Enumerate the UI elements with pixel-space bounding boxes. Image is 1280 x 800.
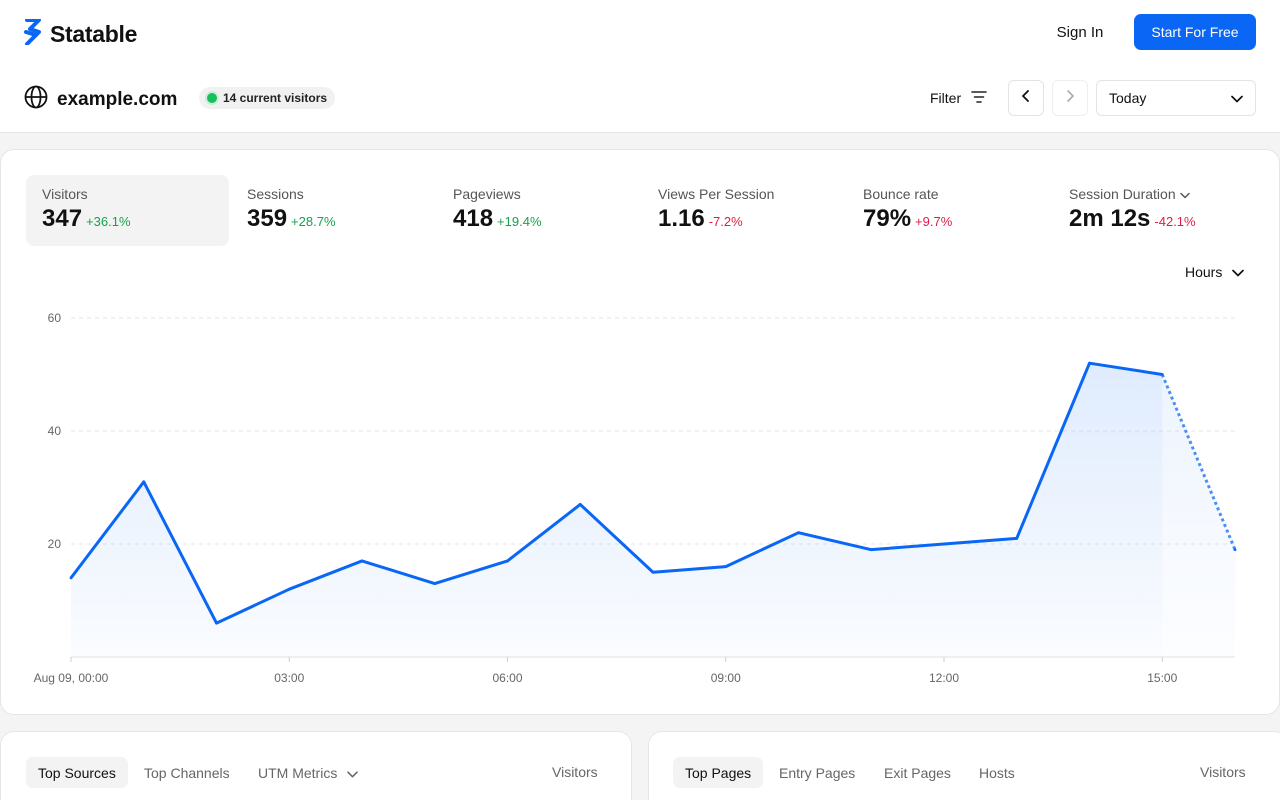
brand-name: Statable	[50, 21, 138, 47]
y-tick-label: 40	[48, 424, 62, 438]
metric-value: 418	[453, 205, 494, 232]
metric-value: 1.16	[658, 205, 705, 232]
filter-label: Filter	[930, 90, 962, 106]
data-point[interactable]	[651, 570, 655, 574]
live-visitors-text: 14 current visitors	[223, 91, 328, 105]
live-dot-icon	[207, 93, 217, 103]
x-tick-label: Aug 09, 00:00	[34, 671, 109, 685]
start-for-free-button[interactable]: Start For Free	[1134, 14, 1256, 50]
chevron-down-icon	[1232, 264, 1245, 280]
metric-visitors[interactable]: Visitors 347 +36.1%	[26, 175, 229, 246]
data-point[interactable]	[506, 559, 509, 563]
metric-value: 347	[42, 205, 83, 232]
granularity-select[interactable]: Hours	[1185, 264, 1245, 280]
data-point[interactable]	[724, 565, 728, 568]
data-point[interactable]	[1088, 361, 1091, 365]
chevron-down-icon[interactable]	[1179, 186, 1190, 202]
area-fill	[71, 363, 1163, 657]
tab-top-pages[interactable]: Top Pages	[673, 757, 764, 788]
site-domain: example.com	[57, 88, 178, 110]
data-point[interactable]	[69, 576, 73, 580]
data-point[interactable]	[287, 587, 291, 591]
data-point[interactable]	[433, 582, 437, 585]
metric-delta: +9.7%	[915, 214, 953, 229]
metric-delta: +19.4%	[497, 214, 542, 229]
chevron-down-icon	[347, 765, 359, 781]
metric-label: Visitors	[42, 186, 88, 202]
tab-top-channels[interactable]: Top Channels	[144, 764, 230, 781]
chevron-right-icon	[1065, 89, 1075, 107]
metric-bounce-rate[interactable]: Bounce rate 79% +9.7%	[847, 175, 1050, 246]
date-range-value: Today	[1109, 90, 1147, 106]
x-tick-label: 03:00	[274, 671, 304, 685]
metric-delta: +36.1%	[86, 214, 131, 229]
visitors-column-header[interactable]: Visitors	[552, 764, 598, 780]
brand-logo[interactable]: Statable	[24, 18, 138, 50]
x-tick-label: 15:00	[1147, 671, 1177, 685]
globe-icon	[24, 85, 48, 114]
tab-utm-metrics-label: UTM Metrics	[258, 764, 338, 781]
site-selector[interactable]: example.com	[24, 85, 177, 114]
data-point[interactable]	[797, 531, 800, 535]
metric-value: 79%	[863, 205, 912, 232]
visitors-chart[interactable]: 20 40 60 Aug 09, 00:00 03:00 06:00 09:00 12:00…	[1, 150, 1279, 714]
series-line-incomplete	[1160, 373, 1237, 551]
date-range-select[interactable]: Today	[1096, 80, 1256, 116]
metric-value: 2m 12s	[1069, 205, 1151, 232]
data-point[interactable]	[942, 542, 946, 546]
visitors-column-header[interactable]: Visitors	[1200, 764, 1246, 780]
metric-pageviews[interactable]: Pageviews 418 +19.4%	[437, 175, 640, 246]
metric-label: Bounce rate	[863, 186, 939, 202]
data-point[interactable]	[869, 548, 873, 552]
metric-value: 359	[247, 205, 288, 232]
data-point[interactable]	[1233, 548, 1237, 552]
metric-delta: -7.2%	[708, 214, 743, 229]
chevron-down-icon	[1231, 90, 1243, 106]
y-tick-label: 20	[48, 537, 62, 551]
data-point[interactable]	[1160, 373, 1164, 376]
series-line	[69, 361, 1163, 625]
x-tick-label: 12:00	[929, 671, 959, 685]
data-point[interactable]	[578, 503, 582, 506]
overview-card: Visitors 347 +36.1% Sessions 359 +28.7% …	[0, 149, 1280, 715]
data-point[interactable]	[360, 559, 364, 563]
tab-hosts[interactable]: Hosts	[979, 764, 1015, 781]
metric-label: Views Per Session	[658, 186, 775, 202]
metric-views-per-session[interactable]: Views Per Session 1.16 -7.2%	[642, 175, 845, 246]
metric-label: Sessions	[247, 186, 304, 202]
x-tick-label: 09:00	[711, 671, 741, 685]
data-point[interactable]	[142, 480, 146, 484]
live-visitors-badge: 14 current visitors	[199, 87, 336, 109]
area-fill-incomplete	[1162, 374, 1235, 657]
chevron-left-icon	[1021, 89, 1031, 107]
next-period-button[interactable]	[1052, 80, 1088, 116]
top-bar: Statable Sign In Start For Free example.…	[0, 0, 1280, 133]
tab-exit-pages[interactable]: Exit Pages	[884, 764, 951, 781]
metric-sessions[interactable]: Sessions 359 +28.7%	[231, 175, 434, 246]
sign-in-link[interactable]: Sign In	[1056, 23, 1104, 41]
filter-icon	[971, 90, 987, 107]
logo-icon	[24, 18, 42, 50]
data-point[interactable]	[215, 621, 218, 625]
metric-delta: -42.1%	[1154, 214, 1196, 229]
tab-entry-pages[interactable]: Entry Pages	[779, 764, 856, 781]
pages-panel: Top Pages Entry Pages Exit Pages Hosts V…	[648, 731, 1280, 800]
data-point[interactable]	[1015, 536, 1019, 540]
filter-button[interactable]: Filter	[930, 86, 987, 110]
metric-label: Session Duration	[1069, 186, 1176, 202]
granularity-value: Hours	[1185, 264, 1223, 280]
tab-top-sources[interactable]: Top Sources	[26, 757, 128, 788]
y-tick-label: 60	[48, 311, 62, 325]
tab-utm-metrics[interactable]: UTM Metrics	[246, 757, 370, 788]
previous-period-button[interactable]	[1008, 80, 1044, 116]
metric-session-duration[interactable]: Session Duration 2m 12s -42.1%	[1053, 175, 1256, 246]
sources-panel: Top Sources Top Channels UTM Metrics Vis…	[0, 731, 632, 800]
metric-label: Pageviews	[453, 186, 521, 202]
metric-delta: +28.7%	[291, 214, 336, 229]
x-tick-label: 06:00	[492, 671, 522, 685]
